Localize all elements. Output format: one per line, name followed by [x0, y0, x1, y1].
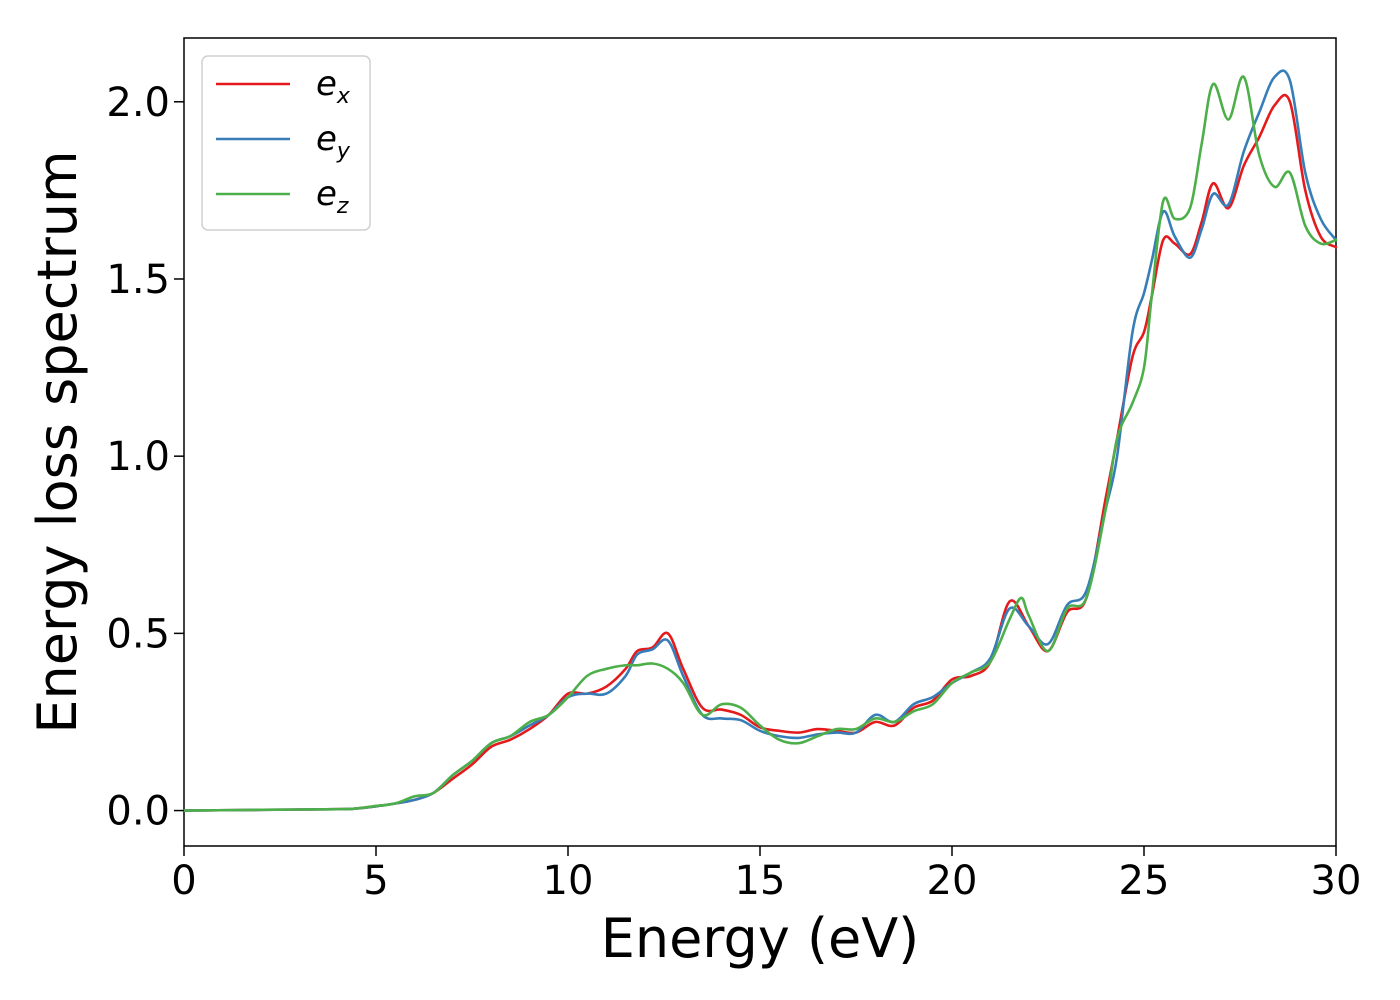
x-tick-label: 10 — [543, 858, 594, 904]
y-tick-label: 0.5 — [106, 611, 170, 657]
y-axis-label: Energy loss spectrum — [26, 150, 89, 733]
x-tick-label: 0 — [171, 858, 196, 904]
x-tick-label: 5 — [363, 858, 388, 904]
x-tick-label: 30 — [1311, 858, 1362, 904]
x-tick-label: 20 — [927, 858, 978, 904]
x-tick-label: 15 — [735, 858, 786, 904]
x-axis-label: Energy (eV) — [601, 907, 920, 970]
legend-label-ez: ez — [316, 174, 349, 219]
legend: ex ey ez — [201, 55, 371, 231]
y-tick-label: 1.5 — [106, 257, 170, 303]
y-tick-label: 1.0 — [106, 434, 170, 480]
series-line-ez — [182, 75, 1338, 812]
x-axis: 0 5 10 15 20 25 30 — [171, 846, 1361, 904]
legend-label-ex: ex — [316, 64, 351, 109]
legend-frame — [201, 55, 371, 231]
series-layer — [182, 69, 1338, 812]
y-axis: 0.0 0.5 1.0 1.5 2.0 — [106, 80, 184, 835]
y-tick-label: 2.0 — [106, 80, 170, 126]
y-tick-label: 0.0 — [106, 789, 170, 835]
legend-label-ey: ey — [316, 119, 351, 164]
x-tick-label: 25 — [1119, 858, 1170, 904]
